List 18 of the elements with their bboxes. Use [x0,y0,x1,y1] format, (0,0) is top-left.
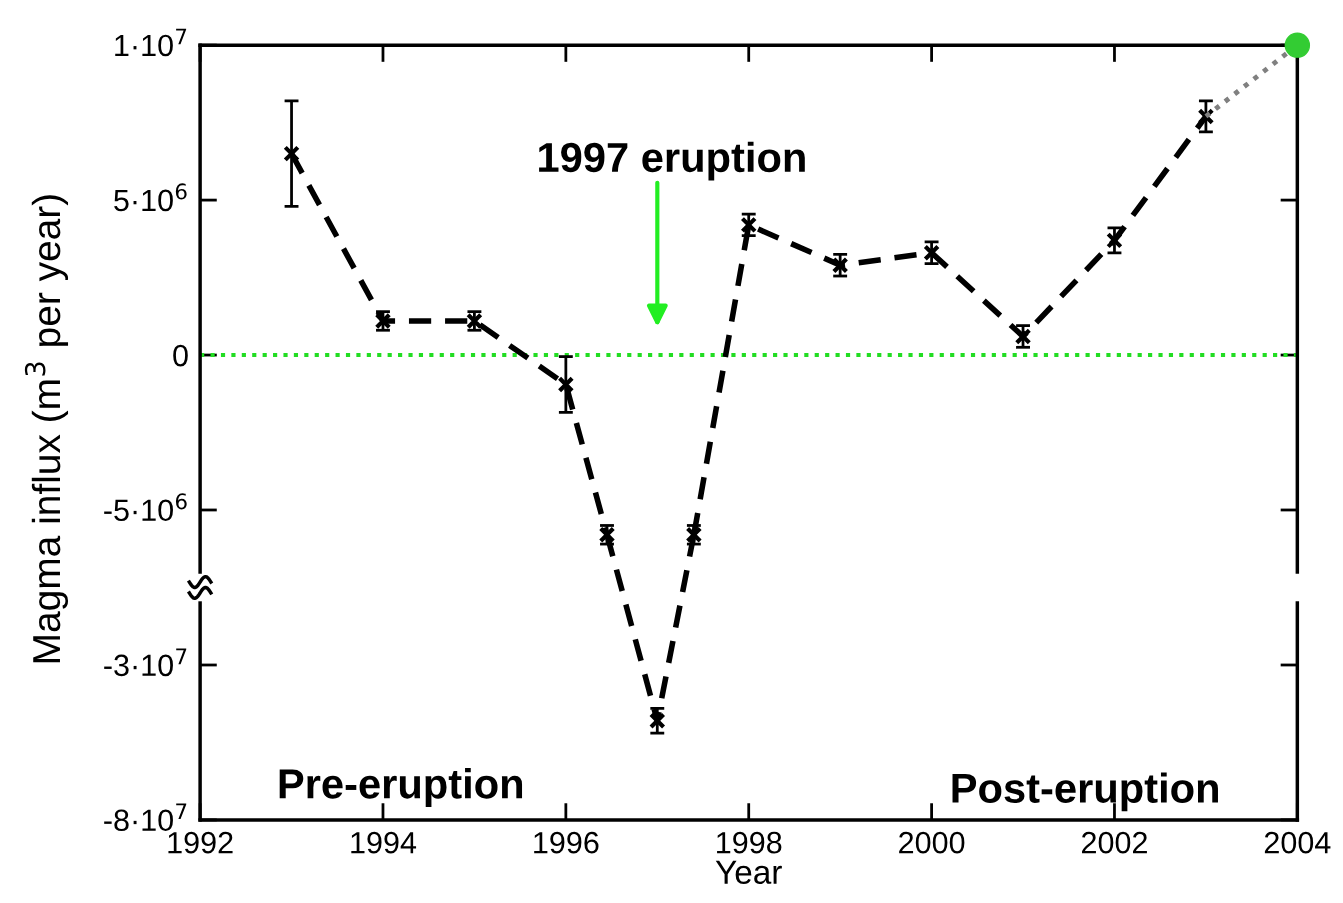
x-tick-label: 1992 [168,831,233,854]
y-tick-label: 1·10$^{7}$ [115,28,187,57]
y-tick-label: -8·10$^{7}$ [104,803,187,832]
annotation: Post-eruption [952,772,1218,812]
annotation: Pre-eruption [279,768,523,807]
x-tick-label: 1996 [534,831,599,854]
annotation: 1997 eruption [539,141,805,181]
x-axis-title: Year [715,860,782,884]
y-tick-label: -3·10$^{7}$ [104,648,187,677]
x-tick-label: 1998 [717,831,782,854]
x-tick-label: 2000 [899,831,965,854]
y-axis-title: Magma influx (m$^{3}$ per year) [24,195,69,663]
y-tick-label: 5·10$^{6}$ [114,183,187,212]
y-tick-label: -5·10$^{6}$ [104,493,187,522]
y-tick-label: 0 [173,344,188,367]
x-tick-label: 2002 [1082,831,1147,854]
x-tick-label: 2004 [1264,831,1331,854]
x-tick-label: 1994 [351,831,417,854]
